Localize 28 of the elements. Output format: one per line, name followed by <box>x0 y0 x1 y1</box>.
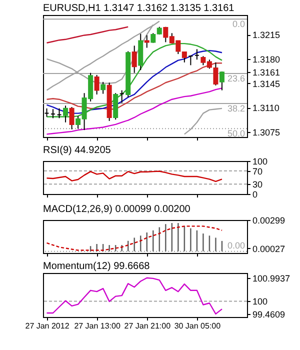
annotation: 38.2 <box>227 104 245 114</box>
x-tick-label: 27 Jan 2012 <box>25 322 70 330</box>
y-tick-label: 0.00299 <box>252 216 286 226</box>
chart-title: MACD(12,26,9) 0.00099 0.00200 <box>43 204 191 215</box>
annotation: 0.0 <box>232 19 245 30</box>
ref-line-label: 0.00 <box>227 240 245 250</box>
y-tick-label: 1.3145 <box>252 78 280 89</box>
chart-title: EURUSD,H1 1.3147 1.3162 1.3135 1.3161 <box>43 3 235 14</box>
y-tick-label: 1.3110 <box>252 103 280 114</box>
x-tick-label: 27 Jan 21:00 <box>124 322 172 330</box>
x-tick-label: 27 Jan 13:00 <box>74 322 121 330</box>
x-tick-label: 30 Jan 05:00 <box>174 322 222 330</box>
annotation: 23.6 <box>227 74 245 84</box>
chart-title: RSI(9) 44.9205 <box>43 145 112 156</box>
y-tick-label: 1.3215 <box>252 30 280 40</box>
y-tick-label: 99.4609 <box>252 309 286 320</box>
y-tick-label: 1.3075 <box>252 128 280 138</box>
y-tick-label: 100.9937 <box>252 273 290 284</box>
annotation: 50.0 <box>227 128 245 139</box>
y-tick-label: 1.3161 <box>252 68 280 78</box>
y-tick-label: 70 <box>252 166 263 176</box>
chart-title: Momentum(12) 99.6668 <box>43 261 150 272</box>
y-tick-label: 30 <box>252 180 263 190</box>
y-tick-label: 0 <box>252 190 258 200</box>
y-tick-label: 100 <box>252 296 268 307</box>
y-tick-label: 1.3180 <box>252 54 280 64</box>
y-tick-label: 100 <box>252 156 268 166</box>
y-tick-label: 0.00027 <box>252 244 286 254</box>
